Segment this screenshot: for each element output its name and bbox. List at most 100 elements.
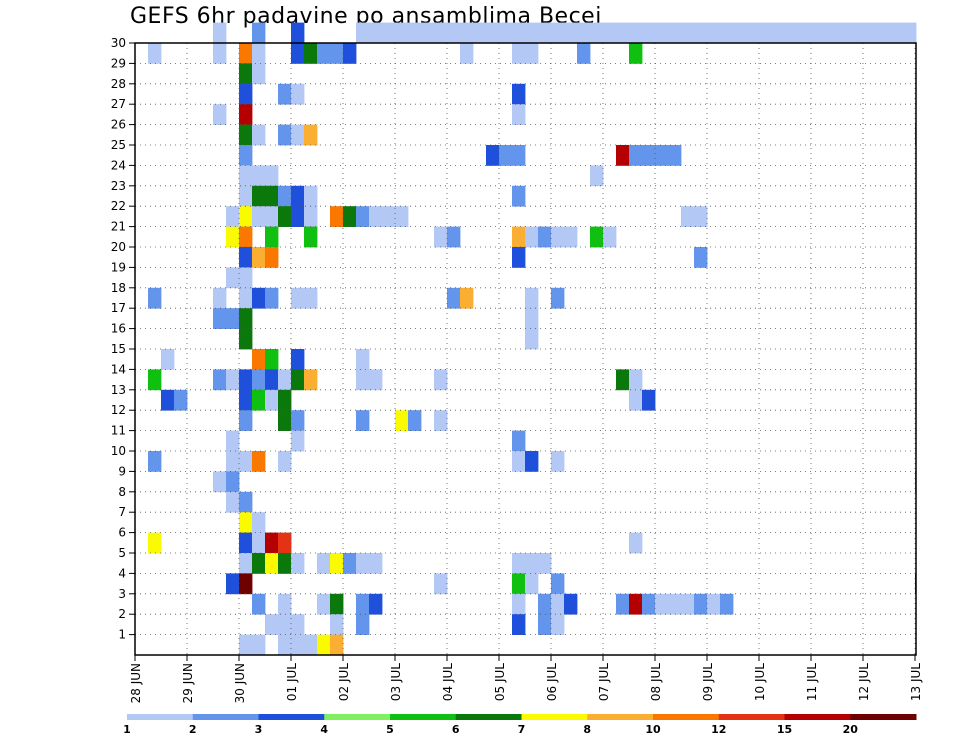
heatmap-cell [525,308,539,329]
heatmap-cell [252,553,266,574]
y-tick-label: 23 [111,179,126,193]
colorbar-label: 10 [645,723,661,736]
heatmap-cell [278,553,292,574]
colorbar-swatch [587,714,654,720]
heatmap-cell [265,553,279,574]
heatmap-cell [161,389,175,411]
heatmap-cell [655,22,669,44]
heatmap-cell [343,553,357,574]
colorbar-swatch [718,714,785,720]
heatmap-cell [486,145,500,166]
heatmap-cell [369,369,383,391]
heatmap-cell [239,267,253,289]
y-tick-label: 24 [111,158,126,172]
heatmap-cell [395,206,409,227]
heatmap-cell [629,145,643,166]
heatmap-cell [863,22,877,44]
heatmap-cell [252,165,266,187]
heatmap-cell [577,43,591,64]
x-tick-label: 03 JUL [389,663,403,701]
heatmap-cell [460,287,474,309]
heatmap-cell [694,206,708,227]
heatmap-cell [590,22,604,44]
heatmap-cell [642,22,656,44]
heatmap-cell [291,287,305,309]
heatmap-cell [239,634,253,656]
heatmap-cell [278,389,292,411]
x-axis: 28 JUN 29 JUN 30 JUN 01 JUL 02 JUL 03 JUL 04 J… [129,655,923,703]
y-tick-label: 12 [111,403,126,417]
heatmap-cell [694,22,708,44]
heatmap-cell [252,512,266,533]
heatmap-cell [356,593,370,615]
heatmap-cell [564,22,578,44]
heatmap-cell [681,22,695,44]
heatmap-cell [356,349,370,370]
heatmap-cell [512,593,526,615]
y-tick-label: 25 [111,138,126,152]
x-tick-label: 07 JUL [597,663,611,701]
heatmap-cell [512,83,526,105]
grid-lines [135,43,916,655]
heatmap-cell [226,573,240,595]
heatmap-cell [538,614,552,635]
heatmap-cell [590,165,604,187]
heatmap-cell [811,22,825,44]
y-tick-label: 16 [111,322,126,336]
heatmap-cell [889,22,903,44]
heatmap-cell [148,287,162,309]
colorbar-label: 7 [518,723,526,736]
x-tick-label: 30 JUN [233,663,247,703]
heatmap-cell [226,451,240,472]
heatmap-cell [278,532,292,554]
heatmap-cell [512,573,526,595]
x-tick-label: 04 JUL [441,663,455,701]
heatmap-cell [707,22,721,44]
colorbar-swatch [258,714,325,720]
heatmap-cell [226,308,240,329]
heatmap-cell [291,553,305,574]
heatmap-cell [902,22,916,44]
heatmap-cell [616,593,630,615]
y-tick-label: 17 [111,301,126,315]
heatmap-cell [798,22,812,44]
heatmap-cell [265,185,279,207]
colorbar-swatch [653,714,720,720]
y-tick-label: 4 [118,566,126,580]
heatmap-cell [239,206,253,227]
heatmap-cell [629,593,643,615]
heatmap-cell [278,634,292,656]
heatmap-cell [239,451,253,472]
heatmap-cell [226,267,240,289]
heatmap-cell [213,308,227,329]
heatmap-cell [148,532,162,554]
heatmap-cell [291,430,305,452]
heatmap-cell [434,573,448,595]
colorbar-swatch [850,714,917,720]
y-tick-label: 18 [111,281,126,295]
heatmap-cell [564,593,578,615]
heatmap-cell [525,43,539,64]
heatmap-cell [720,593,734,615]
heatmap-cell [460,22,474,44]
colorbar-swatch [127,714,194,720]
heatmap-cell [538,593,552,615]
y-tick-label: 21 [111,220,126,234]
heatmap-cell [304,43,318,64]
heatmap-cell [551,287,565,309]
heatmap-cell [694,247,708,268]
y-tick-label: 11 [111,424,126,438]
heatmap-cell [369,553,383,574]
y-tick-label: 28 [111,77,126,91]
x-tick-label: 09 JUL [701,663,715,701]
heatmap-cell [512,247,526,268]
heatmap-cell [252,22,266,44]
x-tick-label: 13 JUL [909,663,923,701]
y-axis: 1234567891011121314151617181920212223242… [111,36,135,642]
heatmap-cell [876,22,890,44]
heatmap-cell [395,22,409,44]
heatmap-cell [239,63,253,85]
heatmap-cell [330,553,344,574]
heatmap-cell [278,614,292,635]
heatmap-cell [239,124,253,146]
